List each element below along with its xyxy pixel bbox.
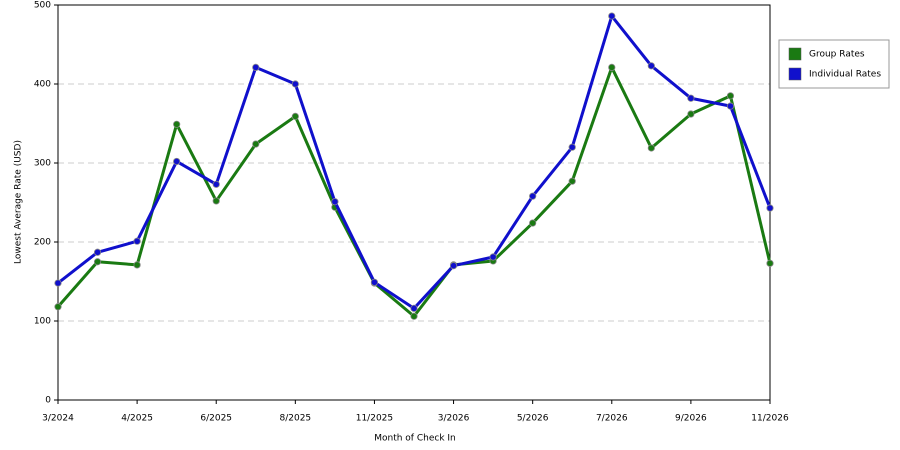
legend-box	[778, 39, 890, 89]
y-tick-label: 400	[34, 80, 51, 90]
point	[370, 278, 379, 286]
point	[687, 110, 695, 118]
point	[212, 180, 220, 188]
point	[291, 112, 299, 120]
point	[687, 94, 695, 102]
y-tick-label: 100	[34, 317, 51, 327]
point	[449, 262, 458, 270]
point	[766, 204, 774, 212]
point	[54, 303, 62, 311]
point	[647, 62, 655, 70]
point	[93, 258, 102, 266]
point	[647, 144, 655, 152]
point	[252, 63, 260, 72]
point	[410, 304, 418, 312]
point	[568, 143, 576, 151]
x-tick-label: 3/2024	[42, 414, 74, 424]
x-tick-label: 5/2026	[517, 414, 549, 424]
x-tick-label: 11/2026	[751, 414, 789, 424]
x-tick-label: 7/2026	[596, 414, 628, 424]
point	[410, 312, 418, 320]
x-tick-label: 4/2025	[121, 414, 153, 424]
point	[766, 259, 774, 267]
point	[291, 80, 299, 88]
point	[133, 237, 141, 245]
x-tick-label: 9/2026	[675, 414, 707, 424]
legend-label: Individual Rates	[809, 70, 881, 80]
point	[489, 253, 497, 261]
point	[608, 12, 616, 20]
point	[212, 197, 220, 205]
series-line	[56, 65, 772, 318]
point	[173, 157, 181, 166]
point	[331, 198, 339, 206]
x-tick-label: 8/2025	[279, 414, 311, 424]
point	[568, 177, 576, 185]
x-axis-label: Month of Check In	[374, 434, 456, 444]
point	[726, 102, 735, 110]
legend-swatch	[788, 47, 802, 61]
point	[54, 279, 62, 287]
point	[529, 192, 537, 200]
y-tick-label: 300	[34, 159, 51, 169]
point	[133, 261, 141, 269]
legend-swatch	[788, 67, 802, 81]
legend-label: Group Rates	[809, 50, 865, 60]
plot-frame	[57, 4, 771, 401]
x-tick-label: 6/2025	[200, 414, 232, 424]
point	[529, 219, 537, 227]
point	[93, 248, 102, 256]
point	[726, 92, 735, 100]
y-tick-label: 0	[45, 396, 51, 406]
y-tick-label: 200	[34, 238, 51, 248]
point	[608, 63, 616, 72]
y-tick-label: 500	[34, 1, 51, 11]
y-axis-label: Lowest Average Rate (USD)	[14, 140, 24, 264]
point	[173, 120, 181, 128]
x-tick-label: 3/2026	[438, 414, 470, 424]
x-tick-label: 11/2025	[356, 414, 393, 424]
point	[252, 140, 260, 148]
